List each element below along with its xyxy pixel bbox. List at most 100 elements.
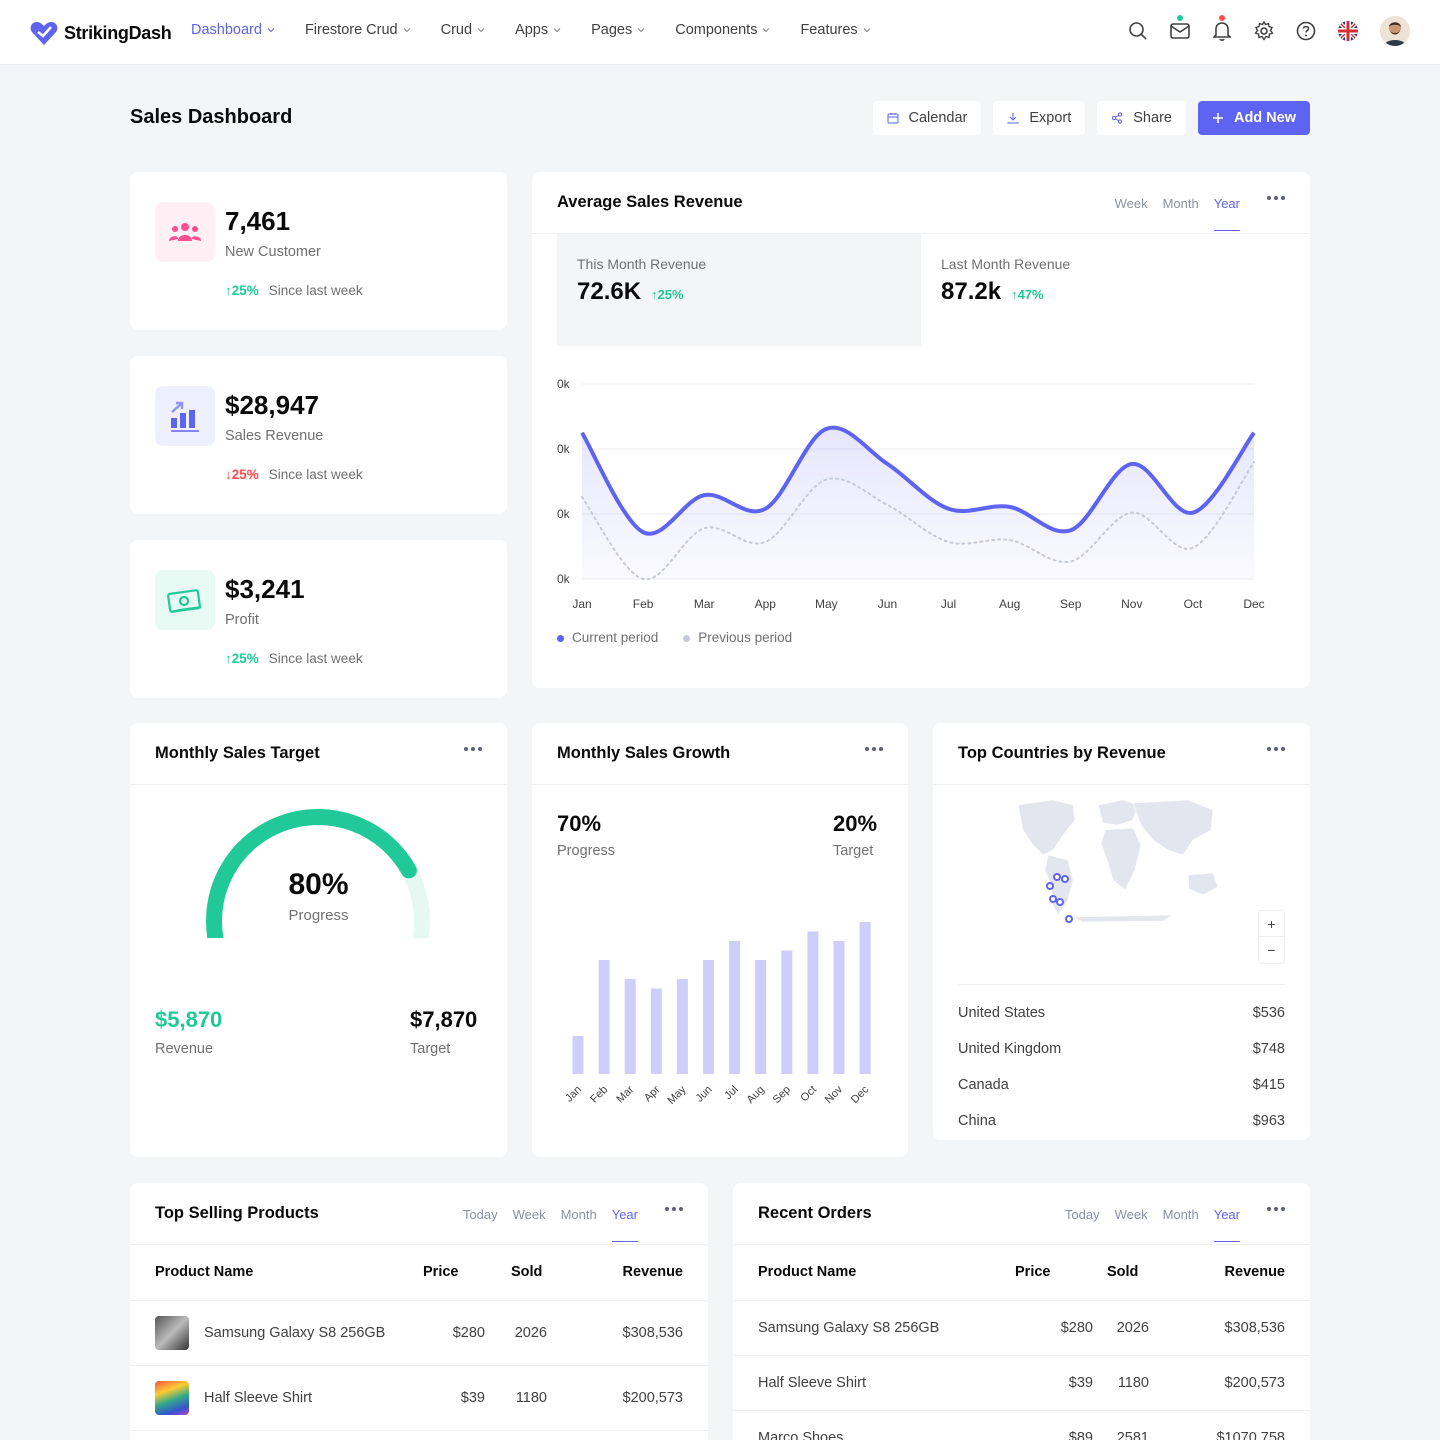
col-product-name: Product Name — [130, 1245, 423, 1301]
help-icon[interactable] — [1294, 19, 1318, 43]
x-tick-label: Aug — [744, 1084, 766, 1106]
nav-label: Apps — [515, 22, 549, 38]
table-row[interactable]: Samsung Galaxy S8 256GB $280 2026 $308,5… — [130, 1300, 708, 1366]
share-label: Share — [1133, 110, 1172, 126]
product-revenue: $200,573 — [1185, 1355, 1310, 1411]
gear-icon[interactable] — [1252, 19, 1276, 43]
card-header: Top Selling Products Today Week Month Ye… — [130, 1183, 708, 1245]
nav-label: Dashboard — [191, 22, 262, 38]
x-tick-label: Jul — [941, 597, 956, 611]
product-revenue: $308,536 — [583, 1300, 708, 1366]
tab-today[interactable]: Today — [1064, 1207, 1100, 1222]
more-icon[interactable] — [865, 747, 883, 751]
table-row[interactable]: Half Sleeve Shirt $39 1180 $200,573 — [130, 1365, 708, 1431]
zoom-out-button[interactable]: − — [1267, 942, 1276, 958]
country-name: United States — [958, 1005, 1046, 1021]
more-icon[interactable] — [464, 747, 482, 751]
stat-since: Since last week — [268, 651, 363, 666]
zoom-in-button[interactable]: + — [1259, 911, 1284, 937]
nav-apps[interactable]: Apps — [515, 22, 561, 38]
more-icon[interactable] — [1267, 196, 1285, 200]
bar — [833, 941, 845, 1074]
more-icon[interactable] — [1267, 747, 1285, 751]
chart-legend: Current period Previous period — [557, 630, 792, 645]
tab-week[interactable]: Week — [1114, 196, 1148, 211]
tab-year[interactable]: Year — [611, 1207, 639, 1242]
table-row[interactable]: Half Sleeve Shirt $39 1180 $200,573 — [733, 1355, 1310, 1411]
chevron-down-icon — [267, 28, 275, 33]
tab-week[interactable]: Week — [512, 1207, 546, 1222]
add-new-label: Add New — [1233, 110, 1296, 126]
add-new-button[interactable]: Add New — [1197, 101, 1310, 135]
nav-label: Features — [800, 22, 858, 38]
legend-label: Current period — [572, 630, 659, 645]
nav-label: Pages — [591, 22, 633, 38]
chevron-down-icon — [863, 28, 871, 33]
tab-month[interactable]: Month — [560, 1207, 597, 1222]
stat-card-sales-revenue: $28,947 Sales Revenue ↓25% Since last we… — [130, 356, 507, 514]
map-zoom-controls: + − — [1258, 910, 1285, 964]
col-revenue: Revenue — [1185, 1245, 1310, 1301]
brand-logo[interactable]: StrikingDash — [30, 20, 172, 46]
x-tick-label: Nov — [823, 1083, 846, 1106]
stat-label: New Customer — [225, 244, 321, 260]
x-tick-label: Mar — [694, 597, 715, 611]
tab-month[interactable]: Month — [1162, 1207, 1199, 1222]
period-tabs: Today Week Month Year — [1064, 1207, 1241, 1242]
products-table: Product Name Price Sold Revenue Samsung … — [130, 1245, 708, 1431]
x-tick-label: Sep — [771, 1084, 793, 1106]
rev-change: ↑25% — [651, 287, 684, 302]
product-name: Samsung Galaxy S8 256GB — [733, 1300, 1015, 1356]
product-sold: 2581 — [1095, 1410, 1185, 1440]
legend-previous[interactable]: Previous period — [683, 630, 792, 645]
more-icon[interactable] — [665, 1207, 683, 1211]
bell-icon[interactable] — [1210, 15, 1234, 43]
calendar-button[interactable]: Calendar — [872, 101, 982, 135]
x-tick-label: Dec — [849, 1083, 872, 1106]
bar — [598, 960, 610, 1074]
growth-progress-value: 70% — [557, 811, 602, 836]
last-month-revenue: Last Month Revenue 87.2k ↑47% — [921, 234, 1285, 346]
x-tick-label: Apr — [642, 1083, 663, 1104]
notification-badge — [1219, 15, 1225, 21]
target-value: $7,870 — [410, 1007, 478, 1032]
user-avatar[interactable] — [1380, 16, 1410, 46]
tab-year[interactable]: Year — [1213, 1207, 1241, 1242]
nav-pages[interactable]: Pages — [591, 22, 645, 38]
nav-crud[interactable]: Crud — [441, 22, 485, 38]
uk-flag-icon[interactable] — [1336, 19, 1360, 43]
table-row[interactable]: Marco Shoes $89 2581 $1070,758 — [733, 1410, 1310, 1440]
share-button[interactable]: Share — [1097, 101, 1186, 135]
recent-orders-card: Recent Orders Today Week Month Year Prod… — [733, 1183, 1310, 1440]
legend-current[interactable]: Current period — [557, 630, 658, 645]
nav-dashboard[interactable]: Dashboard — [191, 22, 275, 38]
growth-target-value: 20% — [833, 811, 878, 836]
tab-today[interactable]: Today — [462, 1207, 498, 1222]
more-icon[interactable] — [1267, 1207, 1285, 1211]
stat-change-value: ↑25% — [225, 283, 259, 298]
export-button[interactable]: Export — [993, 101, 1086, 135]
mail-icon[interactable] — [1168, 15, 1192, 43]
y-tick-label: 0k — [557, 442, 571, 456]
card-title: Monthly Sales Growth — [557, 744, 731, 762]
nav-firestore-crud[interactable]: Firestore Crud — [305, 22, 411, 38]
stat-change: ↑25% Since last week — [225, 283, 363, 298]
nav-features[interactable]: Features — [800, 22, 871, 38]
bar-chart-icon — [155, 386, 215, 446]
tab-week[interactable]: Week — [1114, 1207, 1148, 1222]
rev-change-pct: 25% — [657, 287, 684, 302]
bar — [624, 979, 636, 1074]
table-row[interactable]: Samsung Galaxy S8 256GB $280 2026 $308,5… — [733, 1300, 1310, 1356]
tab-month[interactable]: Month — [1162, 196, 1199, 211]
x-tick-label: Jul — [722, 1084, 740, 1102]
stat-value: $3,241 — [225, 574, 305, 604]
chevron-down-icon — [553, 28, 561, 33]
tab-year[interactable]: Year — [1213, 196, 1241, 231]
table-header-row: Product Name Price Sold Revenue — [733, 1245, 1310, 1301]
nav-components[interactable]: Components — [675, 22, 770, 38]
rev-amount: 72.6K — [577, 278, 642, 305]
growth-target: 20% Target — [833, 811, 877, 859]
list-item: United Kingdom $748 — [958, 1041, 1285, 1077]
search-icon[interactable] — [1126, 19, 1150, 43]
col-revenue: Revenue — [583, 1245, 708, 1301]
